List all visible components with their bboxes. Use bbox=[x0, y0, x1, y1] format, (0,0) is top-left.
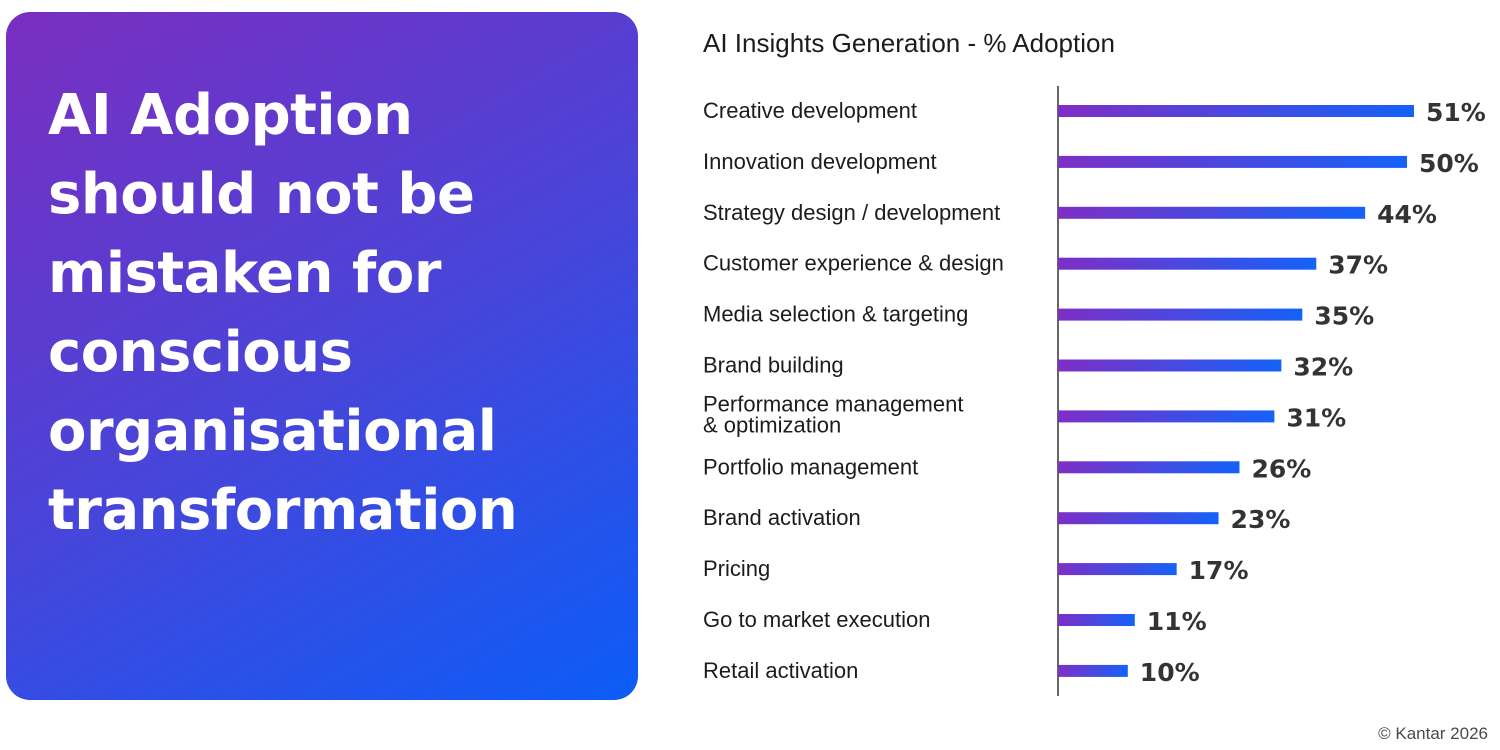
hero-title-line: organisational bbox=[48, 399, 497, 464]
bar bbox=[1058, 563, 1177, 576]
bar bbox=[1058, 308, 1303, 321]
category-label: Pricing bbox=[703, 556, 770, 581]
value-label: 44% bbox=[1377, 200, 1437, 229]
hero-panel: AI Adoption should not be mistaken for c… bbox=[6, 12, 638, 700]
category-label: Innovation development bbox=[703, 149, 937, 174]
category-label: Creative development bbox=[703, 98, 917, 123]
value-label: 51% bbox=[1426, 98, 1486, 127]
value-label: 23% bbox=[1231, 505, 1291, 534]
hero-title-line: should not be bbox=[48, 162, 475, 227]
category-label: Go to market execution bbox=[703, 607, 930, 632]
value-label: 26% bbox=[1251, 454, 1311, 483]
value-label: 37% bbox=[1328, 251, 1388, 280]
category-label: Portfolio management bbox=[703, 454, 918, 479]
category-label: Customer experience & design bbox=[703, 251, 1004, 276]
category-label: Strategy design / development bbox=[703, 200, 1000, 225]
hero-title-line: AI Adoption bbox=[48, 83, 413, 148]
bar bbox=[1058, 664, 1128, 677]
category-label: & optimization bbox=[703, 412, 841, 437]
hero-title: AI Adoption should not be mistaken for c… bbox=[48, 76, 618, 550]
hero-title-line: mistaken for bbox=[48, 241, 441, 306]
value-label: 31% bbox=[1286, 403, 1346, 432]
chart-title: AI Insights Generation - % Adoption bbox=[703, 28, 1115, 58]
value-label: 50% bbox=[1419, 149, 1479, 178]
hero-title-line: transformation bbox=[48, 478, 518, 543]
value-label: 17% bbox=[1189, 556, 1249, 585]
value-label: 35% bbox=[1314, 302, 1374, 331]
copyright-notice: © Kantar 2026 bbox=[1378, 724, 1488, 743]
value-label: 32% bbox=[1293, 353, 1353, 382]
value-label: 11% bbox=[1147, 607, 1207, 636]
bar bbox=[1058, 257, 1317, 270]
bar bbox=[1058, 359, 1282, 372]
category-label: Brand building bbox=[703, 353, 844, 378]
bar bbox=[1058, 614, 1135, 626]
bar bbox=[1058, 512, 1219, 525]
category-label: Performance management bbox=[703, 391, 963, 416]
category-label: Media selection & targeting bbox=[703, 302, 968, 327]
category-label: Retail activation bbox=[703, 658, 858, 683]
bar bbox=[1058, 105, 1414, 117]
value-label: 10% bbox=[1140, 658, 1200, 687]
bar bbox=[1058, 461, 1240, 474]
adoption-bar-chart: Creative development 51% Innovation develo… bbox=[703, 86, 1486, 696]
bar bbox=[1058, 410, 1275, 423]
bar bbox=[1058, 155, 1408, 168]
category-label: Brand activation bbox=[703, 505, 861, 530]
hero-title-line: conscious bbox=[48, 320, 353, 385]
bar bbox=[1058, 206, 1366, 219]
